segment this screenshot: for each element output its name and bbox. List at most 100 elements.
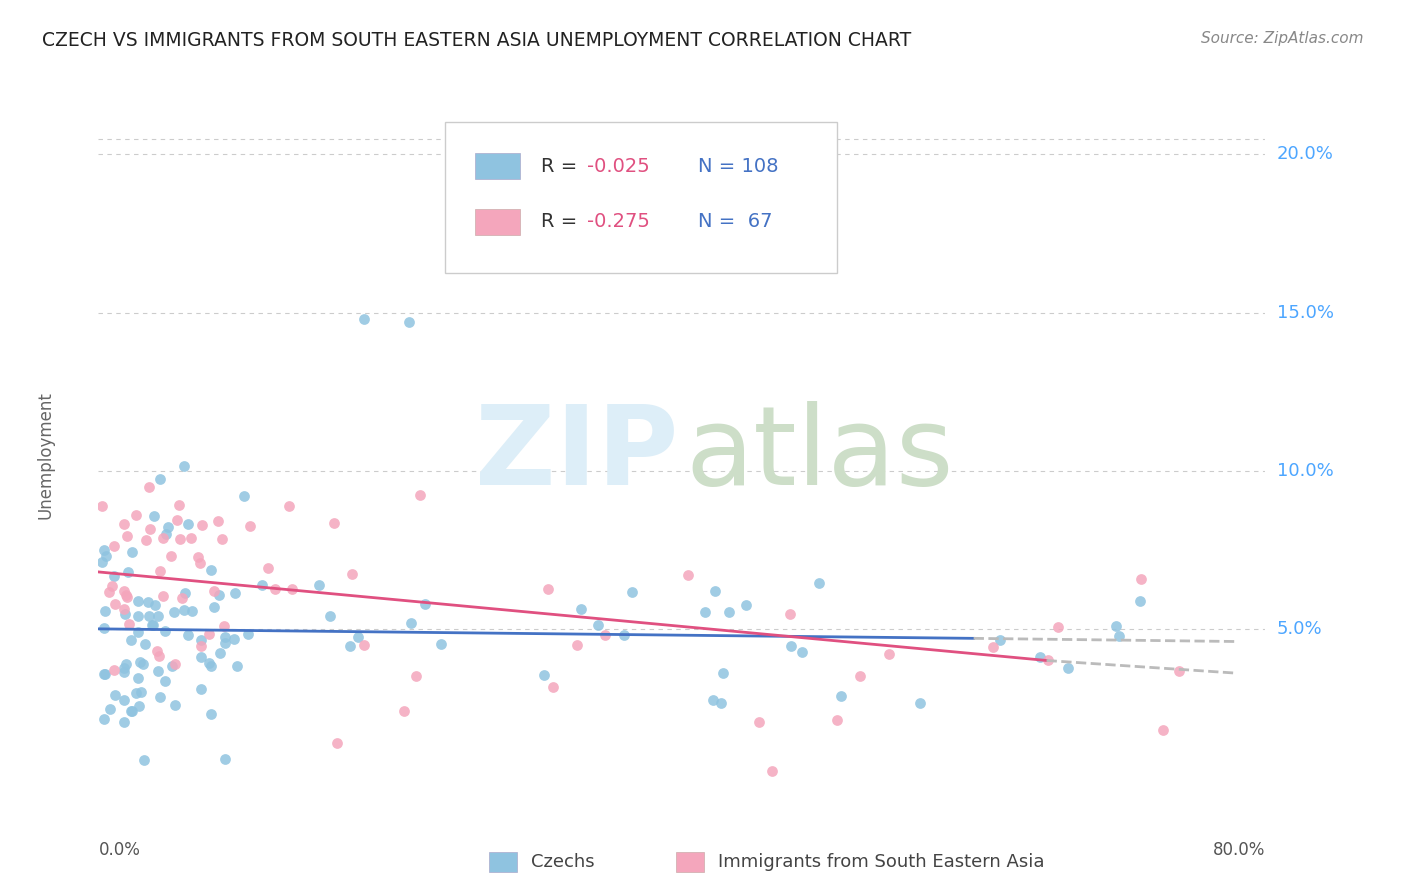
Point [224, 586, 246, 600]
Point [1152, 723, 1174, 737]
Point [233, 489, 256, 503]
Point [236, 626, 259, 640]
Point [281, 582, 304, 597]
Point [710, 696, 733, 710]
Point [214, 635, 236, 649]
Point [405, 669, 427, 683]
Point [353, 312, 375, 326]
Point [264, 582, 287, 596]
Point [197, 656, 219, 670]
Point [149, 472, 172, 486]
Point [214, 630, 236, 644]
Text: R =: R = [541, 157, 583, 176]
Point [200, 563, 222, 577]
Point [115, 657, 138, 671]
Point [114, 607, 136, 622]
Point [114, 588, 136, 602]
Point [146, 608, 169, 623]
Point [170, 591, 193, 605]
Point [340, 567, 363, 582]
Point [112, 715, 135, 730]
Point [1056, 661, 1078, 675]
Point [1047, 620, 1070, 634]
Point [174, 585, 197, 599]
Point [339, 640, 361, 654]
Point [125, 508, 148, 523]
Point [988, 633, 1011, 648]
Text: -0.025: -0.025 [588, 157, 650, 176]
Point [103, 568, 125, 582]
Point [430, 637, 453, 651]
Point [808, 576, 831, 591]
Point [173, 603, 195, 617]
Point [190, 682, 212, 697]
Point [200, 707, 222, 722]
Point [93, 542, 115, 557]
Point [138, 480, 160, 494]
Point [877, 647, 900, 661]
Point [325, 736, 347, 750]
Point [165, 657, 187, 672]
Bar [475, 153, 520, 179]
Point [135, 533, 157, 547]
Point [204, 599, 226, 614]
Point [779, 607, 801, 621]
Text: N = 108: N = 108 [699, 157, 779, 176]
Point [717, 605, 740, 619]
Point [103, 663, 125, 677]
Point [94, 604, 117, 618]
Point [353, 638, 375, 652]
Text: N =  67: N = 67 [699, 212, 773, 231]
Text: atlas: atlas [685, 401, 953, 508]
Point [825, 714, 848, 728]
Point [593, 627, 616, 641]
Point [160, 659, 183, 673]
Point [134, 637, 156, 651]
Point [121, 704, 143, 718]
Point [146, 644, 169, 658]
Point [117, 591, 139, 605]
Point [190, 640, 212, 654]
Point [98, 585, 121, 599]
Point [198, 627, 221, 641]
Point [93, 712, 115, 726]
Point [676, 567, 699, 582]
Point [191, 518, 214, 533]
Text: ZIP: ZIP [475, 401, 679, 508]
Point [1130, 572, 1153, 586]
Point [118, 616, 141, 631]
Text: Unemployment: Unemployment [37, 391, 55, 519]
Point [103, 539, 125, 553]
Point [149, 564, 172, 578]
Point [398, 315, 420, 329]
Point [129, 656, 152, 670]
Point [981, 640, 1004, 655]
Point [190, 649, 212, 664]
Point [94, 549, 117, 563]
Point [177, 627, 200, 641]
Point [101, 579, 124, 593]
Point [125, 686, 148, 700]
Point [155, 527, 177, 541]
Point [127, 608, 149, 623]
Point [211, 532, 233, 546]
Point [112, 661, 135, 675]
Point [129, 684, 152, 698]
Point [91, 555, 114, 569]
Point [848, 669, 870, 683]
Point [222, 632, 245, 646]
Text: 5.0%: 5.0% [1277, 620, 1322, 638]
Bar [475, 209, 520, 235]
Point [278, 499, 301, 513]
Point [152, 531, 174, 545]
Point [104, 688, 127, 702]
Point [127, 671, 149, 685]
Point [207, 514, 229, 528]
Text: 0.0%: 0.0% [98, 841, 141, 859]
Point [165, 698, 187, 713]
Point [830, 689, 852, 703]
Point [319, 608, 342, 623]
Point [142, 509, 165, 524]
Point [308, 578, 330, 592]
Point [780, 640, 803, 654]
